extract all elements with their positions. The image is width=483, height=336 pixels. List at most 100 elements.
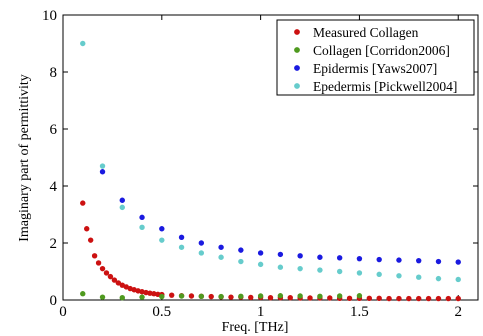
data-point bbox=[115, 280, 122, 286]
x-tick-label: 1.5 bbox=[350, 304, 369, 320]
data-point bbox=[435, 295, 442, 302]
data-point bbox=[87, 237, 94, 243]
data-point bbox=[307, 295, 313, 301]
data-point bbox=[188, 293, 195, 299]
data-points bbox=[80, 40, 461, 302]
data-point bbox=[99, 265, 106, 272]
data-point bbox=[238, 293, 244, 299]
data-point bbox=[455, 295, 461, 302]
y-tick-label: 0 bbox=[50, 293, 58, 309]
legend: Measured Collagen Collagen [Corridon2006]… bbox=[276, 19, 475, 96]
data-point bbox=[119, 204, 125, 211]
data-point bbox=[168, 292, 175, 298]
data-point bbox=[159, 237, 165, 243]
data-point bbox=[346, 295, 353, 301]
data-point bbox=[178, 293, 185, 299]
data-point bbox=[287, 295, 293, 301]
x-tick-label: 0 bbox=[59, 304, 67, 320]
data-point bbox=[151, 291, 157, 297]
legend-marker bbox=[294, 47, 300, 53]
data-point bbox=[155, 291, 161, 297]
data-point bbox=[80, 40, 86, 47]
data-point bbox=[376, 295, 382, 301]
data-point bbox=[366, 295, 373, 301]
data-point bbox=[139, 224, 145, 231]
legend-marker bbox=[294, 65, 300, 71]
data-point bbox=[277, 264, 284, 270]
data-point bbox=[386, 295, 392, 302]
data-point bbox=[376, 256, 382, 263]
data-point bbox=[248, 294, 254, 301]
data-point bbox=[376, 271, 382, 278]
data-point bbox=[91, 253, 98, 259]
data-point bbox=[111, 277, 118, 283]
series-1 bbox=[80, 291, 363, 301]
data-point bbox=[336, 293, 343, 299]
data-point bbox=[119, 295, 125, 301]
x-axis-label: Freq. [THz] bbox=[222, 320, 289, 335]
y-axis-label: Imaginary part of permittivity bbox=[17, 74, 32, 242]
y-tick-label: 6 bbox=[50, 122, 58, 138]
legend-marker bbox=[294, 29, 300, 35]
data-point bbox=[238, 247, 244, 253]
data-point bbox=[297, 265, 303, 272]
data-point bbox=[356, 255, 363, 262]
legend-label: Epidermis [Yaws2007] bbox=[313, 61, 437, 76]
data-point bbox=[119, 197, 125, 203]
data-point bbox=[317, 254, 323, 260]
data-point bbox=[356, 293, 363, 299]
data-point bbox=[396, 273, 402, 279]
series-2 bbox=[99, 169, 461, 265]
series-0 bbox=[80, 200, 461, 302]
data-point bbox=[455, 276, 461, 283]
data-point bbox=[159, 293, 165, 300]
data-point bbox=[425, 295, 432, 302]
data-point bbox=[445, 295, 452, 302]
data-point bbox=[218, 293, 224, 300]
legend-box bbox=[276, 19, 475, 96]
data-point bbox=[208, 293, 214, 300]
data-point bbox=[327, 295, 333, 301]
series-3 bbox=[80, 40, 461, 283]
data-point bbox=[159, 226, 165, 232]
data-point bbox=[435, 275, 442, 282]
y-tick-label: 10 bbox=[42, 8, 57, 24]
data-point bbox=[139, 214, 145, 221]
data-point bbox=[336, 255, 343, 261]
data-point bbox=[257, 261, 264, 268]
data-point bbox=[99, 294, 106, 300]
y-tick-label: 4 bbox=[50, 179, 58, 195]
tick-labels: 0 0.5 1 1.5 2 0 2 4 6 8 10 bbox=[42, 8, 462, 320]
y-tick-label: 8 bbox=[50, 65, 58, 81]
data-point bbox=[297, 293, 303, 299]
data-point bbox=[356, 270, 363, 276]
data-point bbox=[238, 258, 244, 265]
data-point bbox=[336, 268, 343, 275]
axis-ticks bbox=[62, 14, 478, 301]
data-point bbox=[455, 259, 461, 265]
legend-marker bbox=[294, 83, 300, 89]
data-point bbox=[416, 274, 422, 280]
data-point bbox=[277, 293, 284, 299]
data-point bbox=[218, 254, 224, 260]
data-point bbox=[143, 289, 149, 296]
data-point bbox=[147, 290, 153, 296]
data-point bbox=[99, 163, 106, 169]
data-point bbox=[317, 267, 323, 273]
data-point bbox=[80, 200, 86, 206]
data-point bbox=[297, 253, 303, 259]
data-point bbox=[396, 257, 402, 263]
legend-label: Epedermis [Pickwell2004] bbox=[313, 79, 457, 94]
data-point bbox=[198, 250, 205, 256]
data-point bbox=[228, 294, 234, 300]
data-point bbox=[80, 291, 86, 297]
data-point bbox=[396, 295, 402, 302]
data-point bbox=[198, 293, 205, 299]
data-point bbox=[103, 270, 110, 276]
x-tick-label: 2 bbox=[454, 304, 462, 320]
data-point bbox=[95, 260, 102, 266]
data-point bbox=[84, 226, 90, 232]
data-point bbox=[139, 294, 145, 300]
data-point bbox=[178, 244, 185, 250]
